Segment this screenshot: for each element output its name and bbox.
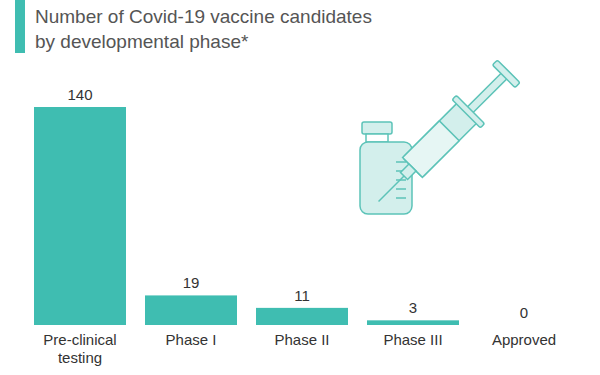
data-labels: 140 19 11 3 0 [67,86,528,321]
title-accent [15,0,25,53]
category-label: Pre-clinical testing [25,331,135,367]
category-label: Approved [469,331,579,349]
bar [34,107,126,325]
bar [478,325,570,326]
data-label: 3 [409,299,417,316]
data-label: 140 [67,86,92,103]
bar [256,308,348,325]
category-label: Phase II [247,331,357,349]
vaccine-icon [360,57,523,215]
category-label: Phase I [136,331,246,349]
data-label: 11 [294,287,310,304]
chart-title: Number of Covid-19 vaccine candidates by… [35,4,380,54]
bar [145,295,237,325]
bars [34,107,459,325]
category-label: Phase III [358,331,468,349]
data-label: 0 [520,304,528,321]
bar [367,320,459,325]
chart-canvas: 140 19 11 3 0 [0,0,600,375]
data-label: 19 [183,274,200,291]
